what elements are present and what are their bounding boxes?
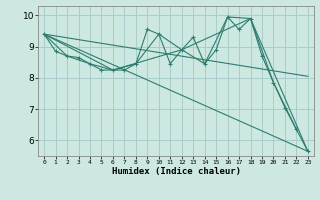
X-axis label: Humidex (Indice chaleur): Humidex (Indice chaleur) <box>111 167 241 176</box>
